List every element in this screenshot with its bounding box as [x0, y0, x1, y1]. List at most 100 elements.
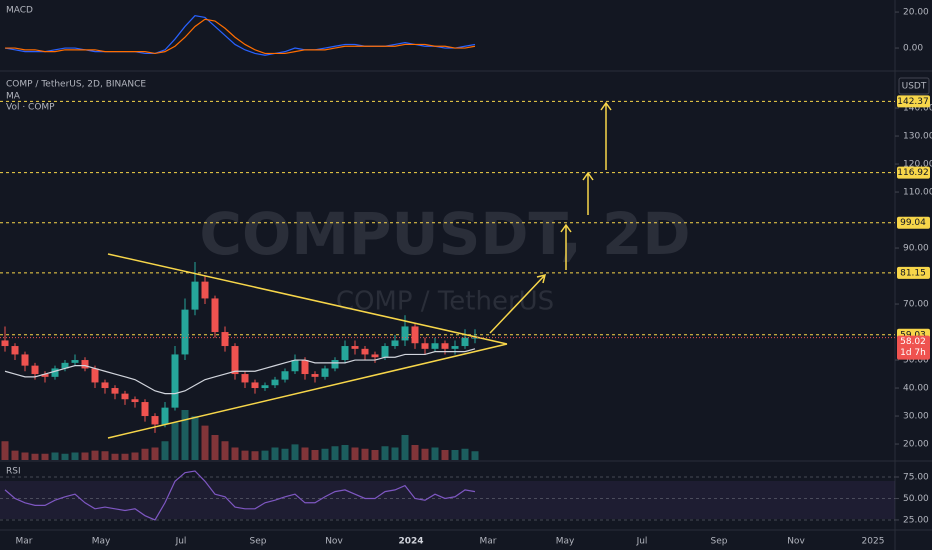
last-price-label: 58.02 [900, 337, 926, 347]
y-tick-label: 30.00 [903, 412, 929, 422]
volume-bar [271, 447, 279, 460]
candle-body [161, 407, 169, 425]
candle-body [321, 368, 329, 377]
candle-body [431, 343, 439, 349]
triangle-upper [107, 253, 508, 345]
candle-body [271, 379, 279, 386]
candle-body [81, 360, 89, 369]
countdown: 1d 7h [900, 348, 926, 358]
y-tick-label: 90.00 [903, 244, 929, 254]
volume-bar [431, 447, 439, 460]
volume-bar [151, 447, 159, 460]
x-tick-label: Mar [16, 537, 33, 547]
x-tick-label: Jul [636, 537, 648, 547]
candle-body [191, 281, 199, 310]
level-label-bg [897, 95, 930, 108]
volume-bar [251, 451, 259, 460]
x-tick-label: Sep [250, 537, 267, 547]
volume-bar [291, 444, 299, 460]
candle-body [111, 388, 119, 394]
triangle-lower [107, 343, 508, 439]
candle-body [41, 374, 49, 377]
candle-body [361, 348, 369, 355]
ma-line [4, 348, 476, 395]
candle-body [211, 298, 219, 333]
candle-body [221, 332, 229, 347]
volume-bar [131, 452, 139, 460]
level-label: 81.15 [900, 268, 926, 278]
last-price-bg [897, 335, 930, 360]
x-tick-label: May [92, 537, 111, 547]
level-label: 142.37 [897, 97, 929, 107]
candle-body [351, 346, 359, 349]
volume-bar [301, 447, 309, 460]
candle-body [31, 365, 39, 375]
y-tick-label: 50.00 [903, 494, 929, 504]
currency-box [898, 77, 930, 95]
volume-bar [81, 452, 89, 460]
y-tick-label: 0.00 [903, 44, 923, 54]
volume-bar [461, 448, 469, 460]
volume-bar [161, 441, 169, 460]
candle-body [11, 346, 19, 355]
macd-title: MACD [6, 6, 33, 16]
arrow [489, 273, 547, 334]
level-label-bg [897, 216, 930, 229]
x-tick-label: 2025 [862, 537, 885, 547]
volume-bar [11, 450, 19, 460]
candle-body [121, 393, 129, 400]
arrow [582, 171, 594, 215]
indicator-label: MA [6, 92, 21, 102]
y-tick-label: 40.00 [903, 384, 929, 394]
volume-bar [311, 450, 319, 460]
candle-body [241, 374, 249, 383]
volume-bar [421, 448, 429, 460]
volume-bar [381, 446, 389, 460]
volume-bar [171, 422, 179, 460]
candle-body [341, 346, 349, 361]
watermark-subtitle: COMP / TetherUS [336, 287, 554, 317]
arrow [600, 101, 612, 170]
candle-body [91, 368, 99, 383]
candle-body [381, 346, 389, 358]
volume-bar [41, 453, 49, 460]
candle-body [61, 362, 69, 369]
volume-bar [471, 451, 479, 460]
candle-body [401, 326, 409, 341]
volume-bar [1, 441, 9, 460]
rsi-line [4, 470, 476, 521]
x-tick-label: Nov [787, 537, 805, 547]
volume-bar [111, 453, 119, 460]
candle-body [141, 402, 149, 417]
volume-bar [261, 450, 269, 460]
volume-bar [121, 453, 129, 460]
y-tick-label: 50.00 [903, 356, 929, 366]
x-tick-label: Sep [711, 537, 728, 547]
y-tick-label: 75.00 [903, 473, 929, 483]
volume-bar [401, 435, 409, 460]
volume-bar [351, 447, 359, 460]
candle-body [21, 354, 29, 366]
volume-bar [281, 448, 289, 460]
candle-body [251, 382, 259, 389]
indicator-label: Vol · COMP [6, 103, 55, 113]
y-tick-label: 110.00 [903, 188, 932, 198]
y-tick-label: 120.00 [903, 160, 932, 170]
volume-bar [181, 410, 189, 460]
volume-bar [141, 448, 149, 460]
candle-body [131, 399, 139, 403]
watermark: COMPUSDT, 2D [199, 200, 690, 268]
signal-line [5, 18, 476, 55]
volume-bar [31, 453, 39, 460]
candle-body [331, 360, 339, 369]
volume-bar [21, 452, 29, 460]
volume-bar [441, 450, 449, 460]
rsi-title: RSI [6, 467, 21, 477]
volume-bar [451, 450, 459, 460]
level-label-bg [897, 166, 930, 179]
rsi-band [0, 481, 895, 519]
volume-bar [341, 445, 349, 460]
volume-bar [321, 448, 329, 460]
candle-body [291, 360, 299, 372]
x-tick-label: May [556, 537, 575, 547]
